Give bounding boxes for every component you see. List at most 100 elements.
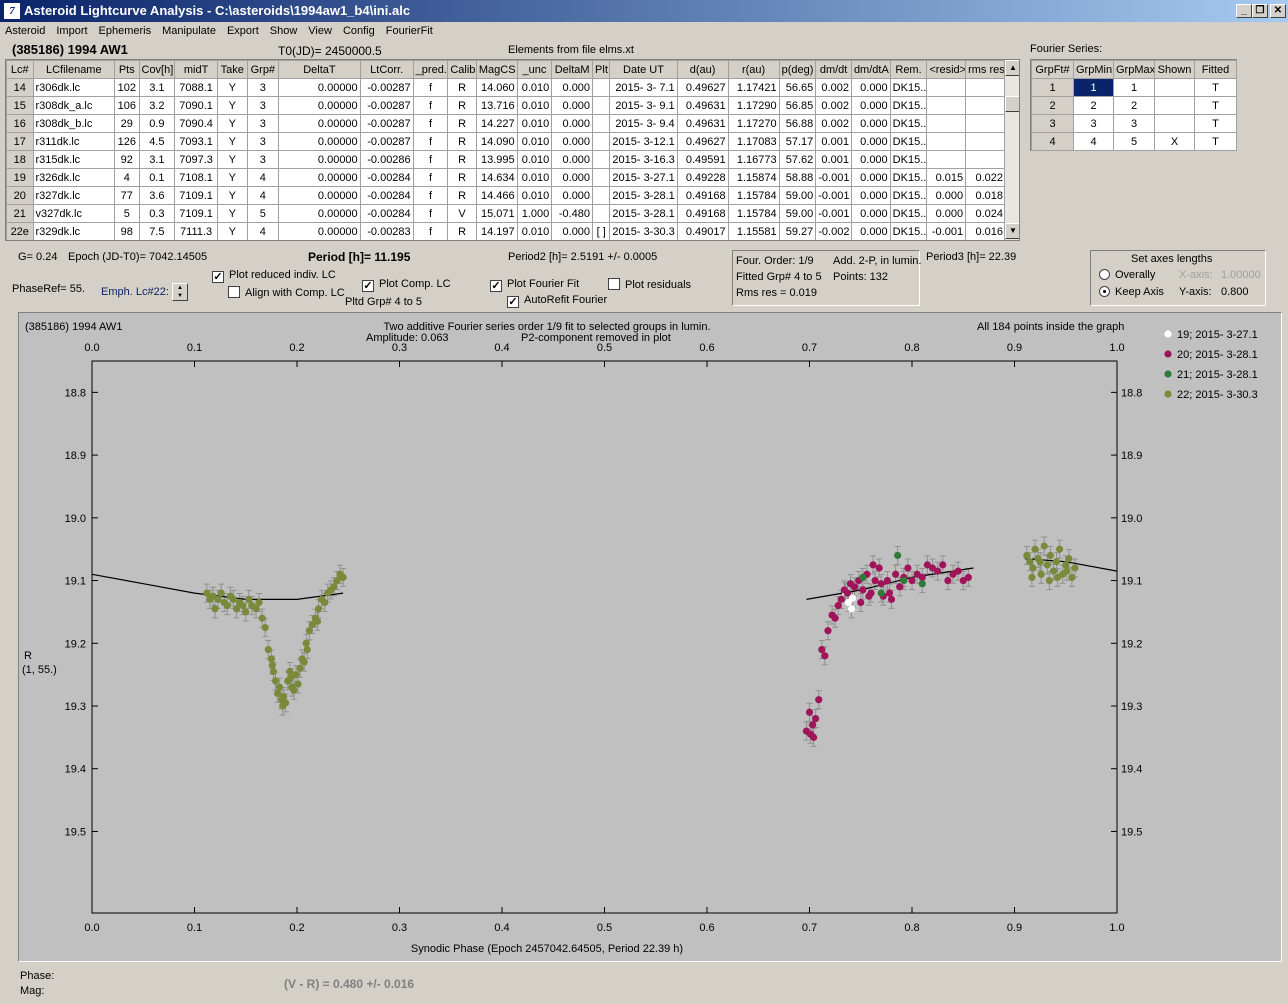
table-cell[interactable]: 13.716 [475, 96, 518, 115]
table-cell[interactable]: 0.000 [551, 96, 594, 115]
table-cell[interactable] [592, 114, 611, 133]
restore-icon[interactable]: ❐ [1252, 4, 1268, 18]
table-cell[interactable]: -0.001 [926, 222, 967, 240]
table-cell[interactable]: 3.6 [138, 186, 176, 205]
scroll-thumb[interactable] [1005, 96, 1019, 112]
table-cell[interactable]: -0.00287 [359, 132, 414, 151]
table-cell[interactable]: 7109.1 [174, 186, 218, 205]
table-row[interactable]: 21 v327dk.lc 5 0.3 7109.1 Y 5 0.00000 -0.00284 f V… [6, 204, 1006, 223]
column-header[interactable]: Pts [114, 60, 140, 79]
column-header[interactable]: MagCS [475, 60, 518, 79]
table-cell[interactable]: 0.000 [850, 186, 891, 205]
table-cell[interactable]: 102 [114, 78, 140, 97]
table-cell[interactable]: Y [216, 168, 248, 187]
table-cell[interactable]: 0.000 [551, 78, 594, 97]
table-cell[interactable]: 7097.3 [174, 150, 218, 169]
table-cell[interactable]: Y [216, 186, 248, 205]
table-cell[interactable]: 2015- 3-27.1 [609, 168, 678, 187]
table-cell[interactable]: -0.00286 [359, 150, 414, 169]
table-cell[interactable]: 56.85 [778, 96, 817, 115]
table-cell[interactable]: 4 [246, 186, 280, 205]
table-cell[interactable]: 5 [114, 204, 140, 223]
fourier-cell[interactable]: T [1194, 132, 1237, 151]
table-cell[interactable]: 14.060 [475, 78, 518, 97]
menu-show[interactable]: Show [269, 25, 298, 37]
lightcurve-chart[interactable]: (385186) 1994 AW1 Two additive Fourier s… [19, 313, 1281, 961]
table-cell[interactable]: 56.88 [778, 114, 817, 133]
table-cell[interactable]: R [447, 78, 477, 97]
table-cell[interactable]: DK15.. [889, 150, 928, 169]
table-row[interactable]: 22e r329dk.lc 98 7.5 7111.3 Y 4 0.00000 -0.00283… [6, 222, 1006, 240]
table-cell[interactable]: f [412, 168, 449, 187]
table-cell[interactable]: R [447, 150, 477, 169]
table-cell[interactable]: -0.00284 [359, 204, 414, 223]
table-cell[interactable]: 77 [114, 186, 140, 205]
table-cell[interactable]: 0.000 [850, 114, 891, 133]
table-cell[interactable]: r326dk.lc [32, 168, 116, 187]
fourier-cell[interactable]: 1 [1113, 78, 1155, 97]
table-cell[interactable]: -0.001 [815, 204, 852, 223]
fourier-row-header[interactable]: 4 [1031, 132, 1074, 151]
table-cell[interactable]: 59.27 [778, 222, 817, 240]
table-cell[interactable]: 3.2 [138, 96, 176, 115]
table-cell[interactable]: DK15.. [889, 204, 928, 223]
table-cell[interactable]: 0.024 [965, 204, 1006, 223]
menu-manipulate[interactable]: Manipulate [162, 25, 216, 37]
table-cell[interactable]: 15.071 [475, 204, 518, 223]
column-header[interactable]: Calib. [447, 60, 477, 79]
row-header[interactable]: 15 [6, 96, 34, 115]
table-cell[interactable]: r308dk_b.lc [32, 114, 116, 133]
fourier-column-header[interactable]: GrpMin [1073, 60, 1114, 79]
menu-asteroid[interactable]: Asteroid [5, 25, 46, 37]
fourier-cell[interactable]: 3 [1113, 114, 1155, 133]
column-header[interactable]: Lc# [6, 60, 34, 79]
table-cell[interactable]: 2015- 3- 9.4 [609, 114, 678, 133]
table-cell[interactable]: -0.00284 [359, 186, 414, 205]
table-cell[interactable]: 0.00000 [278, 222, 361, 240]
table-cell[interactable]: Y [216, 150, 248, 169]
table-cell[interactable]: 14.197 [475, 222, 518, 240]
table-cell[interactable] [592, 168, 611, 187]
table-cell[interactable]: r308dk_a.lc [32, 96, 116, 115]
table-cell[interactable]: 0.00000 [278, 114, 361, 133]
table-cell[interactable]: -0.001 [815, 168, 852, 187]
row-header[interactable]: 19 [6, 168, 34, 187]
table-row[interactable]: 19 r326dk.lc 4 0.1 7108.1 Y 4 0.00000 -0.00284 f R… [6, 168, 1006, 187]
x-axis-value[interactable]: 1.00000 [1221, 269, 1261, 281]
table-cell[interactable]: 0.001 [815, 132, 852, 151]
table-cell[interactable]: 106 [114, 96, 140, 115]
fourier-cell[interactable]: T [1194, 96, 1237, 115]
table-row[interactable]: 18 r315dk.lc 92 3.1 7097.3 Y 3 0.00000 -0.00286 f… [6, 150, 1006, 169]
table-row[interactable]: 17 r311dk.lc 126 4.5 7093.1 Y 3 0.00000 -0.00287… [6, 132, 1006, 151]
table-cell[interactable]: 1.15784 [727, 186, 780, 205]
table-cell[interactable]: 0.010 [516, 168, 553, 187]
table-cell[interactable] [926, 114, 967, 133]
table-cell[interactable]: 3.1 [138, 78, 176, 97]
table-cell[interactable]: 57.62 [778, 150, 817, 169]
table-cell[interactable]: 0.016 [965, 222, 1006, 240]
fourier-row-header[interactable]: 2 [1031, 96, 1074, 115]
table-cell[interactable]: 0.49627 [676, 78, 729, 97]
table-cell[interactable]: DK15.. [889, 132, 928, 151]
column-header[interactable]: r(au) [727, 60, 780, 79]
table-cell[interactable]: 14.090 [475, 132, 518, 151]
table-cell[interactable]: [ ] [592, 222, 611, 240]
minimize-icon[interactable]: _ [1236, 4, 1252, 18]
table-cell[interactable]: -0.480 [551, 204, 594, 223]
table-cell[interactable]: 0.015 [926, 168, 967, 187]
table-cell[interactable]: 7090.1 [174, 96, 218, 115]
table-cell[interactable]: 3 [246, 114, 280, 133]
table-cell[interactable]: 3 [246, 132, 280, 151]
column-header[interactable]: DeltaM [551, 60, 594, 79]
table-cell[interactable]: 0.010 [516, 222, 553, 240]
fourier-column-header[interactable]: Fitted [1194, 60, 1237, 79]
align-comp-checkbox[interactable]: Align with Comp. LC [228, 286, 345, 299]
table-cell[interactable] [592, 186, 611, 205]
overally-radio[interactable]: Overally [1099, 269, 1155, 281]
table-cell[interactable]: 1.17083 [727, 132, 780, 151]
table-cell[interactable]: R [447, 222, 477, 240]
table-cell[interactable]: 0.1 [138, 168, 176, 187]
